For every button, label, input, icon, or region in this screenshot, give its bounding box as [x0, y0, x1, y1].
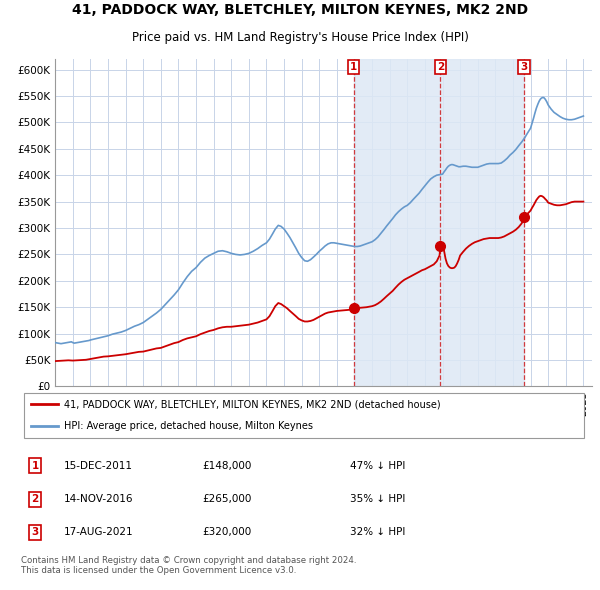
Text: Contains HM Land Registry data © Crown copyright and database right 2024.
This d: Contains HM Land Registry data © Crown c…	[21, 556, 356, 575]
Text: 41, PADDOCK WAY, BLETCHLEY, MILTON KEYNES, MK2 2ND (detached house): 41, PADDOCK WAY, BLETCHLEY, MILTON KEYNE…	[64, 399, 440, 409]
Text: 15-DEC-2011: 15-DEC-2011	[64, 461, 133, 471]
Text: 1: 1	[350, 62, 358, 72]
Text: 47% ↓ HPI: 47% ↓ HPI	[350, 461, 405, 471]
FancyBboxPatch shape	[24, 393, 584, 438]
Text: £265,000: £265,000	[202, 494, 252, 504]
Text: 35% ↓ HPI: 35% ↓ HPI	[350, 494, 405, 504]
Text: 2: 2	[437, 62, 444, 72]
Text: 17-AUG-2021: 17-AUG-2021	[64, 527, 133, 537]
Text: 32% ↓ HPI: 32% ↓ HPI	[350, 527, 405, 537]
Text: £148,000: £148,000	[202, 461, 252, 471]
Text: 2: 2	[32, 494, 39, 504]
Text: Price paid vs. HM Land Registry's House Price Index (HPI): Price paid vs. HM Land Registry's House …	[131, 31, 469, 44]
Text: HPI: Average price, detached house, Milton Keynes: HPI: Average price, detached house, Milt…	[64, 421, 313, 431]
Text: 3: 3	[520, 62, 527, 72]
Bar	[354, 59, 524, 386]
Text: £320,000: £320,000	[202, 527, 251, 537]
Text: 3: 3	[32, 527, 39, 537]
Text: 41, PADDOCK WAY, BLETCHLEY, MILTON KEYNES, MK2 2ND: 41, PADDOCK WAY, BLETCHLEY, MILTON KEYNE…	[72, 2, 528, 17]
Text: 14-NOV-2016: 14-NOV-2016	[64, 494, 133, 504]
Text: 1: 1	[32, 461, 39, 471]
